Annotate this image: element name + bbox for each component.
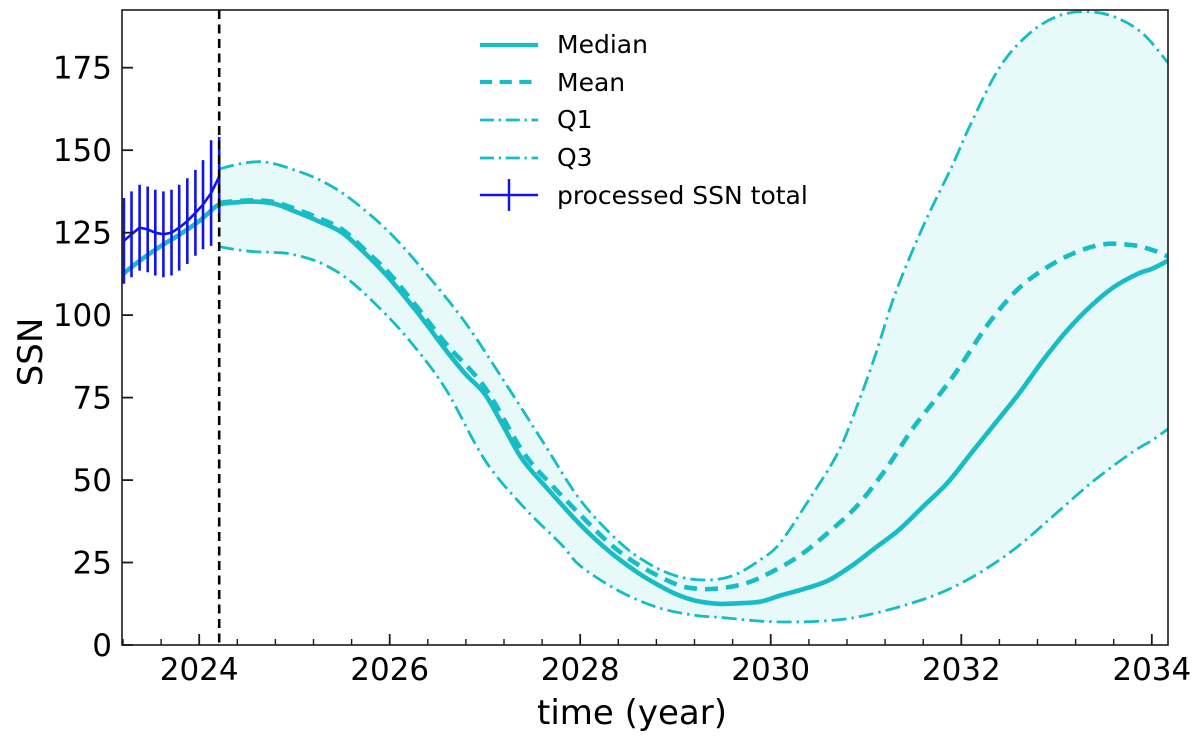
legend-item-processed-ssn-total: processed SSN total <box>478 176 808 214</box>
x-tick-label: 2034 <box>1112 652 1191 688</box>
legend: Median Mean Q1 Q3 processed SSN total <box>478 26 808 214</box>
y-tick-label: 100 <box>53 298 112 334</box>
series-line-q1 <box>218 245 1169 624</box>
x-tick-label: 2032 <box>922 652 1001 688</box>
x-tick-label: 2030 <box>731 652 810 688</box>
q1-line-swatch-icon <box>479 118 539 122</box>
plot-area: 2024 2026 2028 2030 2032 2034 0 25 50 75 100 125 150… <box>53 9 1191 688</box>
series-line-median <box>121 199 1170 607</box>
legend-label-processed-ssn-total: processed SSN total <box>557 180 808 210</box>
y-tick-label: 175 <box>53 51 112 87</box>
legend-item-q1: Q1 <box>478 101 808 139</box>
x-tick-label: 2024 <box>160 652 239 688</box>
median-line-swatch-icon <box>479 42 539 47</box>
confidence-band <box>219 11 1168 622</box>
plot-spines <box>121 9 1169 646</box>
y-tick-label: 150 <box>53 133 112 169</box>
y-tick-label: 50 <box>73 463 112 499</box>
y-tick-label: 125 <box>53 216 112 252</box>
legend-label-mean: Mean <box>557 67 626 97</box>
series-line-q3 <box>218 10 1170 582</box>
mean-line-swatch-icon <box>479 80 539 85</box>
series-line-mean <box>218 197 1169 592</box>
errorbar-swatch-icon <box>479 179 539 212</box>
q3-line-swatch-icon <box>479 156 539 159</box>
y-tick-label: 75 <box>73 381 112 417</box>
legend-item-mean: Mean <box>478 64 808 102</box>
legend-label-median: Median <box>557 30 648 60</box>
y-tick-label: 25 <box>73 546 112 582</box>
x-tick-label: 2026 <box>350 652 429 688</box>
legend-item-q3: Q3 <box>478 139 808 177</box>
x-axis-label: time (year) <box>537 693 727 733</box>
observed-ssn-line <box>123 176 221 242</box>
y-axis-label: SSN <box>11 318 51 387</box>
legend-label-q3: Q3 <box>557 143 593 173</box>
legend-label-q1: Q1 <box>557 105 593 135</box>
y-tick-label: 0 <box>92 628 112 664</box>
legend-item-median: Median <box>478 26 808 64</box>
x-tick-label: 2028 <box>541 652 620 688</box>
